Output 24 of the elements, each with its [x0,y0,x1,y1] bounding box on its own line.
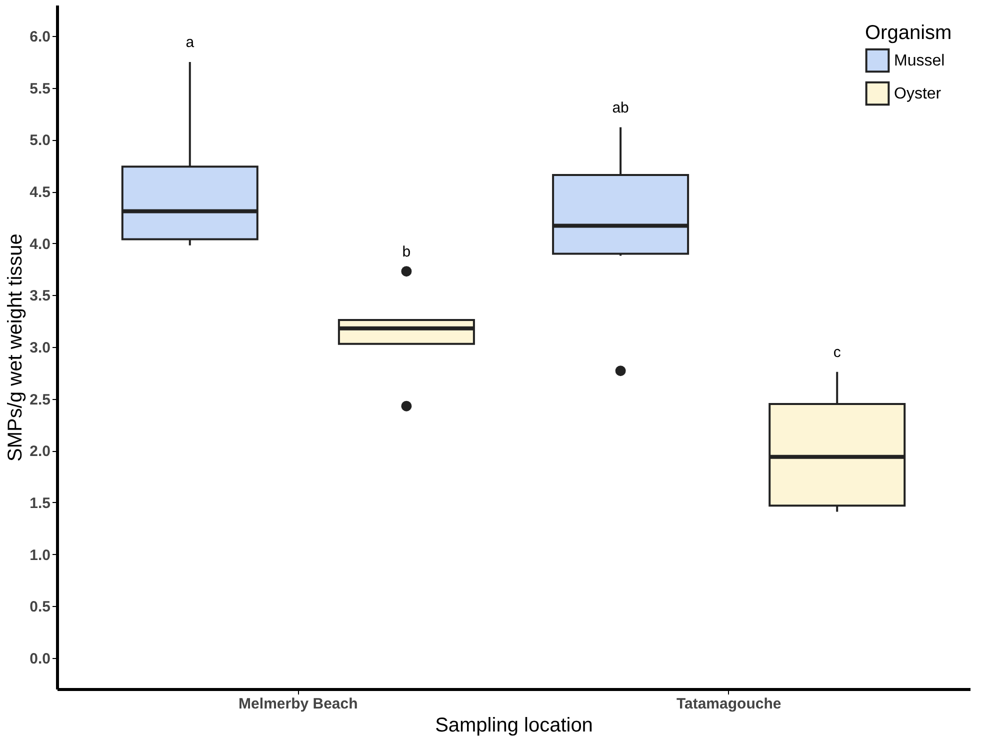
y-tick-label: 1.5 [30,494,50,512]
annotation: a [186,34,195,51]
y-tick-label: 3.5 [30,288,50,305]
y-tick-label: 5.0 [30,132,50,150]
annotation: ab [612,99,629,116]
x-tick-label: Melmerby Beach [238,696,358,712]
y-tick-label: 6.0 [30,28,50,46]
y-tick-label: 2.5 [30,391,50,408]
y-tick-label: 4.0 [30,236,50,253]
annotation: b [402,243,411,260]
y-tick-label: 3.0 [30,340,50,356]
y-tick-label: 1.0 [30,546,50,564]
x-axis-title: Sampling location [435,714,593,736]
y-tick-label: 2.0 [30,443,50,460]
y-axis-title: SMPs/g wet weight tissue [4,234,27,462]
y-tick-label: 4.5 [30,184,50,202]
y-tick-label: 5.5 [30,80,50,98]
legend-title: Organism [865,22,952,44]
y-tick-label: 0.5 [30,598,50,616]
annotation: c [833,344,842,361]
legend-label: Mussel [894,52,945,70]
x-tick-label: Tatamagouche [676,696,782,712]
legend-label: Oyster [894,86,942,102]
y-tick-label: 0.0 [30,650,50,668]
